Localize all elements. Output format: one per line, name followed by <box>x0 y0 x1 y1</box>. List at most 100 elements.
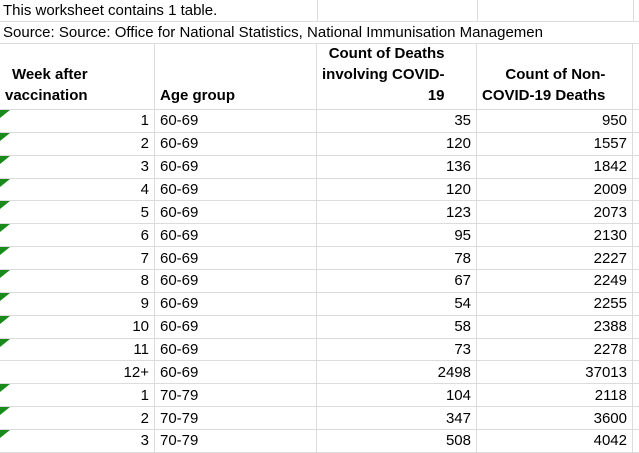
cell-week[interactable]: 1 <box>0 384 155 408</box>
error-indicator-icon <box>0 178 10 187</box>
cell-covid-deaths[interactable]: 2498 <box>317 361 477 385</box>
cell-age-group[interactable]: 60-69 <box>155 132 317 156</box>
cell-week-value: 5 <box>140 203 149 221</box>
cell-age-group[interactable]: 60-69 <box>155 178 317 202</box>
cell-noncovid-deaths[interactable]: 2130 <box>477 224 633 248</box>
cell-age-group[interactable]: 70-79 <box>155 430 317 453</box>
cell-week[interactable]: 2 <box>0 132 155 156</box>
cell-week-value: 10 <box>132 318 149 336</box>
gridline-filler <box>633 430 639 453</box>
cell-covid-deaths[interactable]: 104 <box>317 384 477 408</box>
cell-noncovid-deaths[interactable]: 4042 <box>477 430 633 453</box>
cell-age-group[interactable]: 60-69 <box>155 247 317 271</box>
cell-week[interactable]: 9 <box>0 292 155 316</box>
cell-noncovid-deaths[interactable]: 1557 <box>477 132 633 156</box>
cell-covid-deaths[interactable]: 347 <box>317 407 477 431</box>
cell-noncovid-deaths[interactable]: 2278 <box>477 338 633 362</box>
cell-covid-deaths[interactable]: 54 <box>317 292 477 316</box>
cell-covid-deaths[interactable]: 35 <box>317 110 477 133</box>
cell-age-group[interactable]: 60-69 <box>155 224 317 248</box>
cell-noncovid-deaths[interactable]: 1842 <box>477 155 633 179</box>
gridline-filler <box>633 361 639 385</box>
cell-week-value: 2 <box>140 135 149 153</box>
cell-age-group[interactable]: 60-69 <box>155 110 317 133</box>
cell-week-value: 8 <box>140 272 149 290</box>
data-table: Week after vaccination Age group Count o… <box>0 44 639 453</box>
cell-age-group[interactable]: 70-79 <box>155 407 317 431</box>
gridline <box>633 0 634 21</box>
cell-age-group[interactable]: 60-69 <box>155 155 317 179</box>
cell-week[interactable]: 3 <box>0 430 155 453</box>
cell-covid-deaths[interactable]: 508 <box>317 430 477 453</box>
error-indicator-icon <box>0 384 10 393</box>
cell-noncovid-deaths[interactable]: 2009 <box>477 178 633 202</box>
cell-week[interactable]: 8 <box>0 270 155 293</box>
cell-noncovid-deaths[interactable]: 37013 <box>477 361 633 385</box>
source-note-text: Source: Source: Office for National Stat… <box>3 24 543 41</box>
cell-week[interactable]: 11 <box>0 338 155 362</box>
gridline-filler <box>633 179 639 202</box>
cell-age-group[interactable]: 60-69 <box>155 270 317 293</box>
cell-covid-deaths[interactable]: 136 <box>317 155 477 179</box>
cell-covid-deaths[interactable]: 120 <box>317 178 477 202</box>
cell-covid-deaths[interactable]: 78 <box>317 247 477 271</box>
cell-age-group[interactable]: 60-69 <box>155 201 317 225</box>
cell-covid-deaths[interactable]: 58 <box>317 315 477 339</box>
cell-noncovid-deaths[interactable]: 2073 <box>477 201 633 225</box>
cell-noncovid-deaths[interactable]: 3600 <box>477 407 633 431</box>
gridline-filler <box>633 44 639 110</box>
cell-week-value: 4 <box>140 181 149 198</box>
gridline-filler <box>633 224 639 248</box>
cell-week[interactable]: 6 <box>0 224 155 248</box>
cell-week[interactable]: 1 <box>0 110 155 133</box>
cell-week[interactable]: 10 <box>0 315 155 339</box>
cell-noncovid-deaths[interactable]: 950 <box>477 110 633 133</box>
worksheet-note-text: This worksheet contains 1 table. <box>3 2 218 19</box>
cell-covid-deaths[interactable]: 67 <box>317 270 477 293</box>
cell-week-value: 3 <box>140 432 149 450</box>
cell-age-group[interactable]: 60-69 <box>155 315 317 339</box>
cell-covid-deaths[interactable]: 95 <box>317 224 477 248</box>
gridline-filler <box>633 270 639 293</box>
gridline <box>317 0 318 21</box>
header-covid-deaths[interactable]: Count of Deaths involving COVID- 19 <box>317 44 477 110</box>
cell-week[interactable]: 2 <box>0 407 155 431</box>
error-indicator-icon <box>0 155 10 164</box>
cell-noncovid-deaths[interactable]: 2118 <box>477 384 633 408</box>
cell-covid-deaths[interactable]: 120 <box>317 132 477 156</box>
error-indicator-icon <box>0 292 10 301</box>
worksheet-note-cell[interactable]: This worksheet contains 1 table. <box>0 0 639 22</box>
error-indicator-icon <box>0 407 10 416</box>
cell-week-value: 3 <box>140 158 149 176</box>
gridline-filler <box>633 293 639 316</box>
gridline-filler <box>633 384 639 408</box>
cell-week-value: 1 <box>140 386 149 404</box>
cell-week[interactable]: 7 <box>0 247 155 271</box>
cell-age-group[interactable]: 60-69 <box>155 292 317 316</box>
cell-week[interactable]: 4 <box>0 178 155 202</box>
cell-age-group[interactable]: 60-69 <box>155 361 317 385</box>
header-noncovid-deaths[interactable]: Count of Non- COVID-19 Deaths <box>477 44 633 110</box>
cell-week-value: 7 <box>140 249 149 267</box>
cell-week[interactable]: 5 <box>0 201 155 225</box>
cell-covid-deaths[interactable]: 73 <box>317 338 477 362</box>
cell-week[interactable]: 12+ <box>0 361 155 385</box>
cell-week[interactable]: 3 <box>0 155 155 179</box>
cell-noncovid-deaths[interactable]: 2255 <box>477 292 633 316</box>
cell-covid-deaths[interactable]: 123 <box>317 201 477 225</box>
cell-age-group[interactable]: 60-69 <box>155 338 317 362</box>
cell-noncovid-deaths[interactable]: 2227 <box>477 247 633 271</box>
header-age-group[interactable]: Age group <box>155 44 317 110</box>
error-indicator-icon <box>0 338 10 347</box>
header-week-after-vaccination[interactable]: Week after vaccination <box>0 44 155 110</box>
gridline-filler <box>633 110 639 133</box>
source-note-cell[interactable]: Source: Source: Office for National Stat… <box>0 22 639 44</box>
cell-week-value: 2 <box>140 409 149 427</box>
cell-week-value: 11 <box>133 341 149 359</box>
error-indicator-icon <box>0 270 10 279</box>
cell-week-value: 12+ <box>123 363 149 381</box>
cell-age-group[interactable]: 70-79 <box>155 384 317 408</box>
cell-noncovid-deaths[interactable]: 2388 <box>477 315 633 339</box>
cell-noncovid-deaths[interactable]: 2249 <box>477 270 633 293</box>
